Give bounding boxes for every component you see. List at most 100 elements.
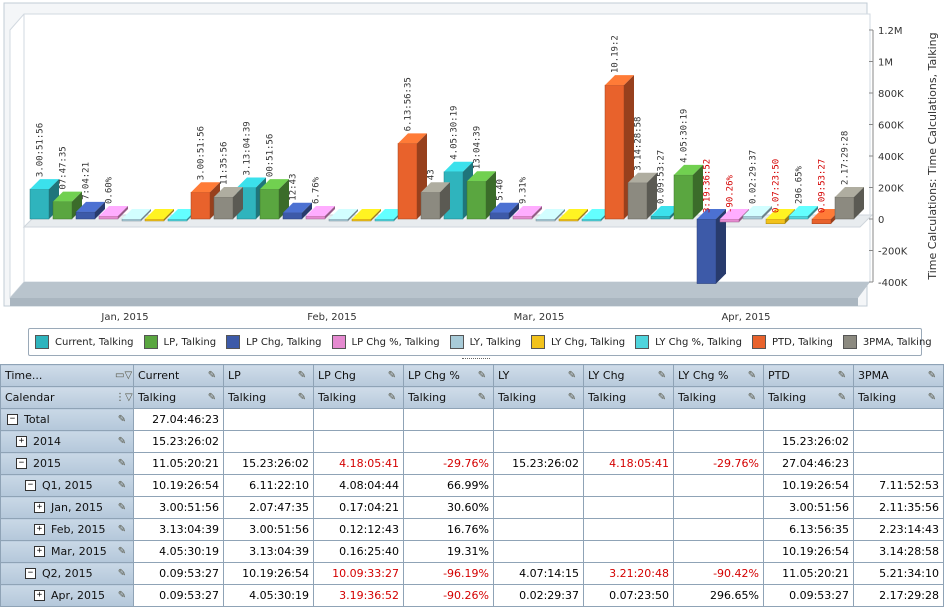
data-cell[interactable]	[313, 430, 404, 453]
edit-icon[interactable]: ✎	[117, 501, 127, 513]
edit-icon[interactable]: ✎	[117, 589, 127, 601]
data-cell[interactable]: 10.19:26:54	[763, 540, 854, 563]
row-header[interactable]: + Jan, 2015 ✎	[0, 496, 134, 519]
row-header[interactable]: −2015 ✎	[0, 452, 134, 475]
data-cell[interactable]	[673, 430, 764, 453]
data-cell[interactable]: 0.16:25:40	[313, 540, 404, 563]
edit-icon[interactable]: ✎	[567, 391, 577, 403]
column-header[interactable]: Talking ✎	[493, 386, 584, 409]
edit-icon[interactable]: ✎	[657, 391, 667, 403]
edit-icon[interactable]: ✎	[207, 391, 217, 403]
data-cell[interactable]	[583, 474, 674, 497]
menu-icon[interactable]: ▭▽	[115, 369, 133, 381]
data-cell[interactable]	[493, 518, 584, 541]
data-cell[interactable]: -90.42%	[673, 562, 764, 585]
data-cell[interactable]	[673, 496, 764, 519]
legend-item[interactable]: LY Chg, Talking	[530, 335, 625, 349]
column-header[interactable]: Talking ✎	[673, 386, 764, 409]
edit-icon[interactable]: ✎	[747, 391, 757, 403]
data-cell[interactable]	[493, 496, 584, 519]
data-cell[interactable]	[493, 540, 584, 563]
data-cell[interactable]: 7.11:52:53	[853, 474, 944, 497]
data-cell[interactable]: -29.76%	[673, 452, 764, 475]
column-header[interactable]: Talking ✎	[763, 386, 854, 409]
collapse-icon[interactable]: −	[7, 414, 18, 425]
data-cell[interactable]	[583, 496, 674, 519]
data-cell[interactable]: 0.12:12:43	[313, 518, 404, 541]
legend-item[interactable]: LY Chg %, Talking	[635, 335, 742, 349]
data-cell[interactable]: -29.76%	[403, 452, 494, 475]
data-cell[interactable]: 4.07:14:15	[493, 562, 584, 585]
data-cell[interactable]: 27.04:46:23	[763, 452, 854, 475]
data-cell[interactable]	[493, 408, 584, 431]
edit-icon[interactable]: ✎	[927, 391, 937, 403]
data-cell[interactable]: 6.13:56:35	[763, 518, 854, 541]
data-cell[interactable]: 10.09:33:27	[313, 562, 404, 585]
data-cell[interactable]: 66.99%	[403, 474, 494, 497]
data-cell[interactable]: 3.14:28:58	[853, 540, 944, 563]
collapse-icon[interactable]: −	[25, 480, 36, 491]
row-header[interactable]: − Q1, 2015 ✎	[0, 474, 134, 497]
column-header[interactable]: LP Chg ✎	[313, 364, 404, 387]
data-cell[interactable]: 4.18:05:41	[313, 452, 404, 475]
data-cell[interactable]: 27.04:46:23	[133, 408, 224, 431]
column-header[interactable]: LY ✎	[493, 364, 584, 387]
edit-icon[interactable]: ✎	[657, 369, 667, 381]
edit-icon[interactable]: ✎	[117, 545, 127, 557]
column-header[interactable]: Talking ✎	[223, 386, 314, 409]
expand-icon[interactable]: +	[34, 590, 45, 601]
data-cell[interactable]: 15.23:26:02	[223, 452, 314, 475]
column-header[interactable]: Talking ✎	[133, 386, 224, 409]
expand-icon[interactable]: +	[16, 436, 27, 447]
data-cell[interactable]	[583, 430, 674, 453]
data-cell[interactable]: 3.00:51:56	[133, 496, 224, 519]
data-cell[interactable]	[223, 408, 314, 431]
row-header[interactable]: − Total ✎	[0, 408, 134, 431]
data-cell[interactable]: 2.23:14:43	[853, 518, 944, 541]
data-cell[interactable]	[493, 474, 584, 497]
data-cell[interactable]: 6.11:22:10	[223, 474, 314, 497]
data-cell[interactable]: 2.17:29:28	[853, 584, 944, 607]
data-cell[interactable]	[493, 430, 584, 453]
data-cell[interactable]: 4.08:04:44	[313, 474, 404, 497]
data-cell[interactable]	[763, 408, 854, 431]
expand-icon[interactable]: +	[34, 524, 45, 535]
edit-icon[interactable]: ✎	[117, 413, 127, 425]
data-cell[interactable]	[673, 540, 764, 563]
data-cell[interactable]: 10.19:26:54	[133, 474, 224, 497]
edit-icon[interactable]: ✎	[117, 567, 127, 579]
data-cell[interactable]: 30.60%	[403, 496, 494, 519]
data-cell[interactable]	[853, 430, 944, 453]
expand-icon[interactable]: +	[34, 502, 45, 513]
data-cell[interactable]: 11.05:20:21	[763, 562, 854, 585]
row-header[interactable]: +2014 ✎	[0, 430, 134, 453]
collapse-icon[interactable]: −	[25, 568, 36, 579]
data-cell[interactable]: 15.23:26:02	[133, 430, 224, 453]
edit-icon[interactable]: ✎	[837, 369, 847, 381]
data-cell[interactable]	[583, 518, 674, 541]
data-cell[interactable]: 3.19:36:52	[313, 584, 404, 607]
column-header[interactable]: LY Chg % ✎	[673, 364, 764, 387]
edit-icon[interactable]: ✎	[747, 369, 757, 381]
row-header[interactable]: + Mar, 2015 ✎	[0, 540, 134, 563]
data-cell[interactable]: 0.09:53:27	[133, 562, 224, 585]
edit-icon[interactable]: ✎	[117, 457, 127, 469]
column-header[interactable]: Talking ✎	[313, 386, 404, 409]
data-cell[interactable]: 16.76%	[403, 518, 494, 541]
edit-icon[interactable]: ✎	[387, 391, 397, 403]
edit-icon[interactable]: ✎	[567, 369, 577, 381]
column-header[interactable]: PTD ✎	[763, 364, 854, 387]
data-cell[interactable]	[673, 408, 764, 431]
data-cell[interactable]: 4.05:30:19	[223, 584, 314, 607]
data-cell[interactable]: 0.02:29:37	[493, 584, 584, 607]
data-cell[interactable]	[403, 430, 494, 453]
expand-icon[interactable]: +	[34, 546, 45, 557]
column-header[interactable]: 3PMA ✎	[853, 364, 944, 387]
data-cell[interactable]: 296.65%	[673, 584, 764, 607]
edit-icon[interactable]: ✎	[387, 369, 397, 381]
legend-item[interactable]: LP, Talking	[143, 335, 216, 349]
data-cell[interactable]	[673, 518, 764, 541]
edit-icon[interactable]: ✎	[117, 523, 127, 535]
edit-icon[interactable]: ✎	[477, 391, 487, 403]
row-header[interactable]: − Q2, 2015 ✎	[0, 562, 134, 585]
